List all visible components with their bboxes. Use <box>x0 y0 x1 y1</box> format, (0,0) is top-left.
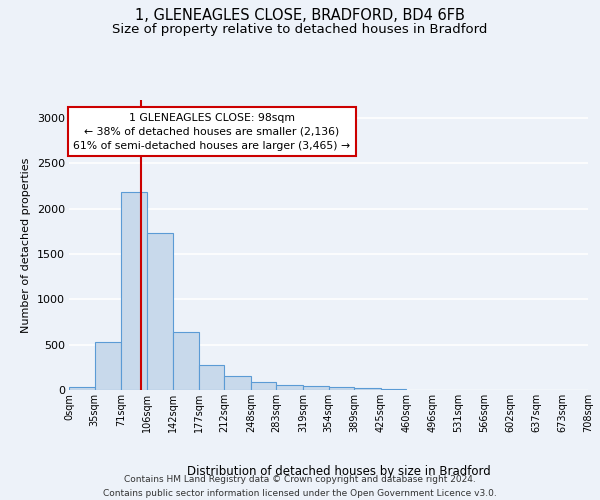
Bar <box>121 192 147 390</box>
Text: Size of property relative to detached houses in Bradford: Size of property relative to detached ho… <box>112 22 488 36</box>
Bar <box>147 233 173 390</box>
Text: Contains HM Land Registry data © Crown copyright and database right 2024.
Contai: Contains HM Land Registry data © Crown c… <box>103 476 497 498</box>
Bar <box>95 342 121 390</box>
Bar <box>251 382 277 390</box>
Text: Distribution of detached houses by size in Bradford: Distribution of detached houses by size … <box>187 464 491 477</box>
Text: 1, GLENEAGLES CLOSE, BRADFORD, BD4 6FB: 1, GLENEAGLES CLOSE, BRADFORD, BD4 6FB <box>135 8 465 22</box>
Bar <box>277 386 303 390</box>
Bar <box>329 388 354 390</box>
Bar <box>199 364 224 390</box>
Bar <box>354 388 380 390</box>
Bar <box>69 388 95 390</box>
Bar <box>224 376 251 390</box>
Bar <box>173 332 199 390</box>
Text: 1 GLENEAGLES CLOSE: 98sqm
← 38% of detached houses are smaller (2,136)
61% of se: 1 GLENEAGLES CLOSE: 98sqm ← 38% of detac… <box>73 112 350 150</box>
Bar <box>303 386 329 390</box>
Y-axis label: Number of detached properties: Number of detached properties <box>21 158 31 332</box>
Bar <box>380 389 406 390</box>
